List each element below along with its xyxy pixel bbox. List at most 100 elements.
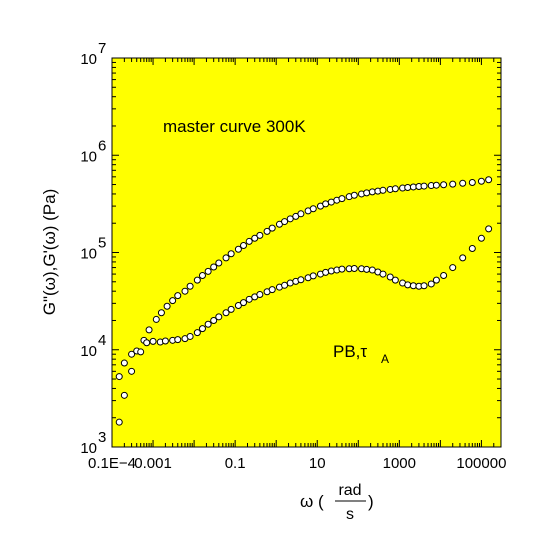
data-point (440, 272, 448, 280)
data-point (281, 281, 289, 289)
data-point (386, 273, 394, 281)
data-point (193, 276, 201, 284)
data-point (120, 359, 128, 367)
data-point (204, 267, 212, 275)
y-axis-label: G"(ω),G'(ω) (Pa) (40, 189, 59, 315)
x-axis-label-numerator: rad (338, 482, 361, 499)
data-point (169, 297, 177, 305)
y-tick-exponent: 6 (98, 137, 106, 154)
y-tick-label: 103 (80, 429, 106, 457)
data-point (485, 176, 493, 184)
data-point (115, 373, 123, 381)
data-point (268, 286, 276, 294)
data-point (420, 182, 428, 190)
data-point (477, 234, 485, 242)
data-point (234, 302, 242, 310)
data-point (245, 237, 253, 245)
data-point (350, 191, 358, 199)
sample-annotation-tau: τ (360, 342, 367, 361)
data-point (327, 267, 335, 275)
y-tick-label: 106 (80, 137, 106, 165)
data-point (143, 339, 151, 347)
series-upper (115, 176, 493, 381)
data-point (432, 181, 440, 189)
y-tick-base: 10 (80, 440, 97, 457)
data-point (404, 281, 412, 289)
data-point (322, 200, 330, 208)
data-point (186, 332, 194, 340)
data-point (432, 276, 440, 284)
data-point (245, 295, 253, 303)
x-tick-label: 0.1E−4 (88, 455, 136, 472)
axis-ticks (111, 57, 502, 448)
data-point (120, 391, 128, 399)
data-point (174, 292, 182, 300)
data-point (210, 263, 218, 271)
data-point (161, 337, 169, 345)
x-tick-label: 0.001 (134, 455, 172, 472)
x-tick-labels: 0.1E−40.001 0.1 10 1000 100000 (88, 455, 506, 472)
data-point (234, 245, 242, 253)
data-point (420, 282, 428, 290)
data-point (404, 183, 412, 191)
y-tick-base: 10 (80, 246, 97, 263)
data-point (215, 313, 223, 321)
data-point (391, 185, 399, 193)
data-point (485, 225, 493, 233)
data-point (174, 336, 182, 344)
data-point (338, 265, 346, 273)
data-point (204, 320, 212, 328)
y-tick-exponent: 4 (98, 332, 106, 349)
data-point (459, 179, 467, 187)
data-point (157, 309, 165, 317)
data-point (477, 177, 485, 185)
data-point (363, 265, 371, 273)
data-point (251, 234, 259, 242)
data-point (468, 244, 476, 252)
data-point (240, 242, 248, 250)
data-point (115, 418, 123, 426)
sample-annotation-main: PB, (333, 342, 360, 361)
data-point (149, 337, 157, 345)
x-tick-label: 1000 (383, 455, 416, 472)
y-tick-base: 10 (80, 343, 97, 360)
data-series (115, 176, 493, 426)
data-point (181, 287, 189, 295)
data-point (309, 205, 317, 213)
data-point (256, 290, 264, 298)
y-tick-base: 10 (80, 148, 97, 165)
sample-annotation-subscript: A (381, 352, 389, 366)
y-tick-base: 10 (80, 51, 97, 68)
data-point (263, 227, 271, 235)
data-point (222, 254, 230, 262)
data-point (338, 195, 346, 203)
data-point (297, 210, 305, 218)
data-point (350, 264, 358, 272)
data-point (227, 305, 235, 313)
data-point (128, 367, 136, 375)
data-point (309, 272, 317, 280)
data-point (459, 254, 467, 262)
y-tick-label: 104 (80, 332, 106, 360)
data-point (449, 180, 457, 188)
x-tick-label: 10 (309, 455, 326, 472)
data-point (152, 315, 160, 323)
data-point (240, 299, 248, 307)
data-point (268, 224, 276, 232)
data-point (222, 309, 230, 317)
sample-annotation: PB,τ (333, 342, 367, 361)
data-point (128, 350, 136, 358)
data-point (322, 268, 330, 276)
series-lower (115, 225, 493, 426)
data-point (449, 264, 457, 272)
master-curve-annotation: master curve 300K (163, 117, 306, 136)
data-point (297, 276, 305, 284)
data-point (368, 188, 376, 196)
y-tick-label: 107 (80, 40, 106, 68)
data-point (391, 276, 399, 284)
data-point (198, 272, 206, 280)
data-point (281, 218, 289, 226)
x-tick-label: 0.1 (225, 455, 246, 472)
